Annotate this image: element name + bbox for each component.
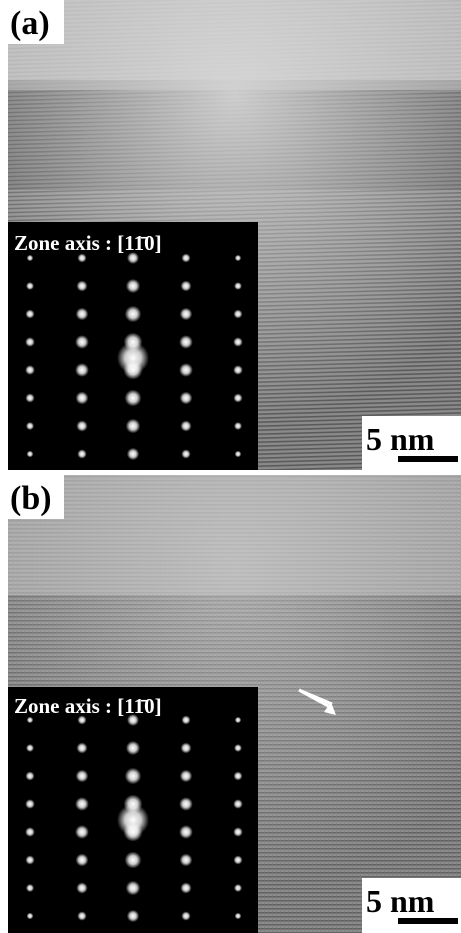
spot: [180, 392, 193, 405]
spot: [233, 855, 242, 864]
spot: [233, 337, 243, 347]
spot: [75, 363, 89, 377]
spot: [181, 743, 192, 754]
spot: [125, 768, 141, 784]
spot: [234, 772, 243, 781]
spot: [25, 799, 35, 809]
spot: [25, 337, 35, 347]
spot: [235, 255, 241, 261]
spot: [25, 393, 34, 402]
panel: (a) Zone axis : [11̄0] 5 nm: [8, 0, 461, 470]
scale-label: 5 nm: [366, 421, 435, 457]
inset-title: Zone axis : [11̄0]: [14, 231, 162, 255]
spot: [76, 308, 89, 321]
figure: (a) Zone axis : [11̄0] 5 nm (b) Zone axi…: [0, 0, 461, 933]
spot: [77, 449, 86, 458]
panel-label: (a): [10, 5, 50, 42]
spot: [76, 770, 89, 783]
spot: [27, 255, 34, 262]
spot: [25, 827, 35, 837]
spot: [75, 797, 89, 811]
spot: [26, 884, 34, 892]
spot: [179, 797, 193, 811]
spot: [233, 393, 242, 402]
spot: [26, 744, 34, 752]
spot: [234, 744, 242, 752]
page: (a) Zone axis : [11̄0] 5 nm (b) Zone axi…: [0, 0, 461, 933]
spot: [234, 884, 242, 892]
panel-label: (b): [10, 480, 52, 517]
spot: [77, 911, 86, 920]
spot: [125, 852, 142, 869]
spot: [27, 451, 34, 458]
spot: [76, 882, 87, 893]
spot: [127, 910, 139, 922]
spot: [25, 771, 34, 780]
scale-label: 5 nm: [366, 883, 435, 919]
spot: [27, 913, 34, 920]
spot: [180, 420, 191, 431]
spot: [77, 743, 88, 754]
spot: [75, 335, 89, 349]
scale-bar: [398, 918, 458, 924]
spot: [125, 306, 141, 322]
spot: [26, 282, 34, 290]
spot: [182, 254, 191, 263]
spot: [235, 451, 242, 458]
spot: [180, 854, 193, 867]
spot: [25, 855, 34, 864]
panel: (b) Zone axis : [11̄0] 5 nm: [8, 475, 461, 933]
spot: [234, 422, 242, 430]
spot: [25, 309, 34, 318]
spot: [182, 716, 191, 725]
spot: [233, 799, 243, 809]
spot: [181, 911, 190, 920]
spot: [25, 365, 35, 375]
spot: [76, 854, 89, 867]
central-beam: [117, 342, 149, 374]
spot: [76, 392, 89, 405]
spot: [126, 741, 140, 755]
spot: [75, 825, 89, 839]
spot: [126, 881, 141, 896]
spot: [127, 448, 139, 460]
spot: [180, 308, 192, 320]
spot: [234, 282, 242, 290]
scale-bar: [398, 456, 458, 462]
central-beam: [117, 804, 149, 836]
spot: [179, 335, 193, 349]
spot: [234, 310, 243, 319]
spot: [126, 419, 141, 434]
spot: [235, 913, 242, 920]
spot: [181, 449, 190, 458]
spot: [77, 281, 88, 292]
spot: [179, 363, 193, 377]
spot: [179, 825, 193, 839]
spot: [180, 882, 191, 893]
spot: [125, 390, 142, 407]
inset-title: Zone axis : [11̄0]: [14, 694, 162, 718]
spot: [26, 422, 34, 430]
spot: [233, 365, 243, 375]
spot: [181, 281, 192, 292]
spot: [126, 279, 140, 293]
spot: [76, 420, 87, 431]
spot: [180, 770, 192, 782]
spot: [235, 717, 241, 723]
spot: [233, 827, 243, 837]
